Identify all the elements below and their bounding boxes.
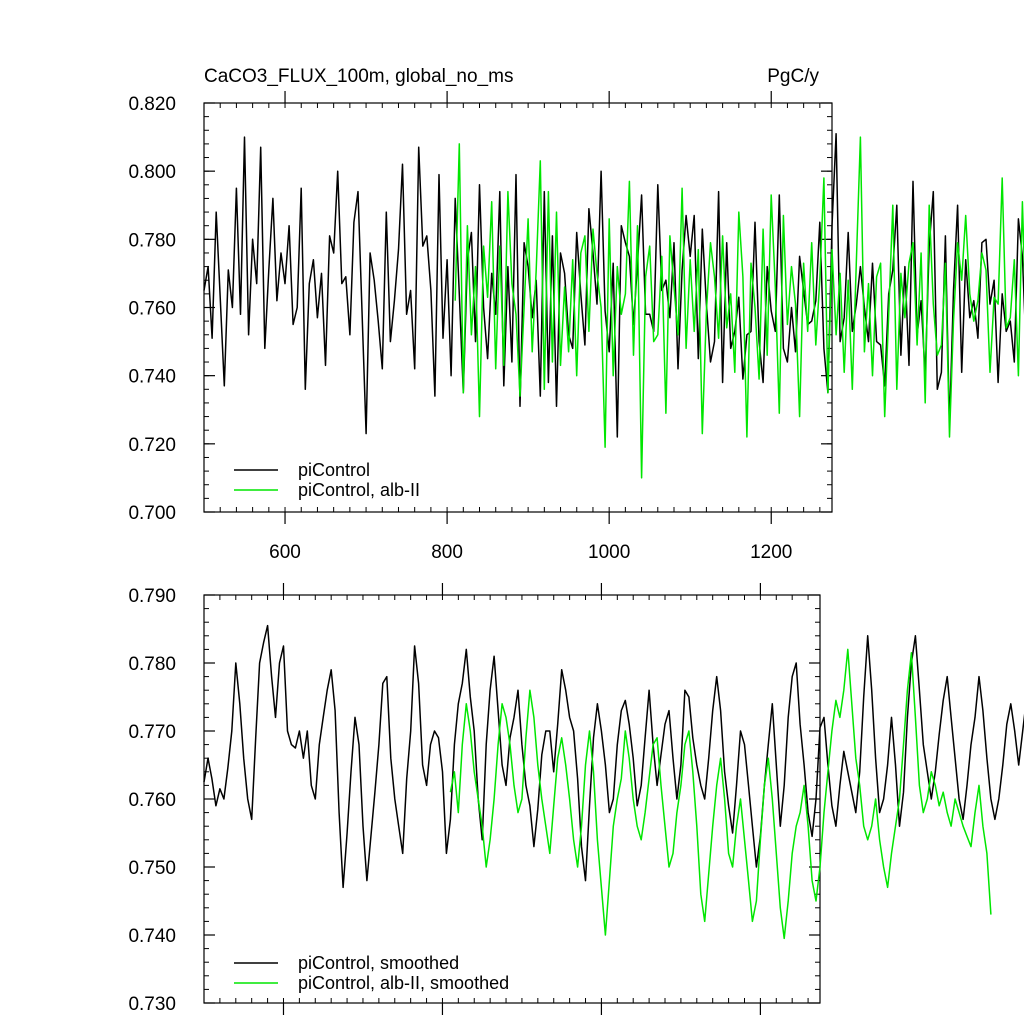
y-tick-label: 0.770 [128, 722, 176, 743]
series-line-picontrol-smoothed [203, 624, 1024, 889]
y-tick-label: 0.820 [128, 94, 176, 115]
y-tick-label: 0.780 [128, 654, 176, 675]
x-tick-label: 1000 [588, 542, 630, 563]
y-tick-label: 0.780 [128, 230, 176, 251]
y-tick-label: 0.720 [128, 435, 176, 456]
y-tick-label: 0.740 [128, 926, 176, 947]
x-tick-label: 1200 [750, 542, 792, 563]
y-tick-label: 0.700 [128, 503, 176, 524]
y-tick-label: 0.730 [128, 994, 176, 1015]
units-label: PgC/y [767, 66, 819, 87]
x-tick-label: 800 [431, 542, 463, 563]
bottom-legend: piControl, smoothed piControl, alb-II, s… [234, 953, 509, 993]
legend-label-alb: piControl, alb-II [298, 480, 420, 500]
legend-label-alb-smoothed: piControl, alb-II, smoothed [298, 973, 509, 993]
legend-label-picontrol: piControl [298, 460, 370, 480]
y-tick-label: 0.760 [128, 299, 176, 320]
y-tick-label: 0.740 [128, 367, 176, 388]
x-tick-label: 600 [269, 542, 301, 563]
series-line-picontrol-alb-ii [454, 136, 1024, 479]
chart-title: CaCO3_FLUX_100m, global_no_ms [204, 66, 513, 87]
series-line-picontrol-alb-ii-smoothed [449, 648, 992, 940]
top-panel: 0.700 0.720 0.740 0.760 0.780 0.800 0.820 600 80… [128, 91, 1024, 563]
series-line-picontrol [203, 132, 1024, 438]
top-legend: piControl piControl, alb-II [234, 460, 420, 500]
bottom-panel: 0.730 0.740 0.750 0.760 0.770 0.780 0.790 [128, 583, 1024, 1015]
y-tick-label: 0.800 [128, 162, 176, 183]
y-tick-label: 0.790 [128, 586, 176, 607]
y-tick-label: 0.750 [128, 858, 176, 879]
legend-label-picontrol-smoothed: piControl, smoothed [298, 953, 459, 973]
y-tick-label: 0.760 [128, 790, 176, 811]
